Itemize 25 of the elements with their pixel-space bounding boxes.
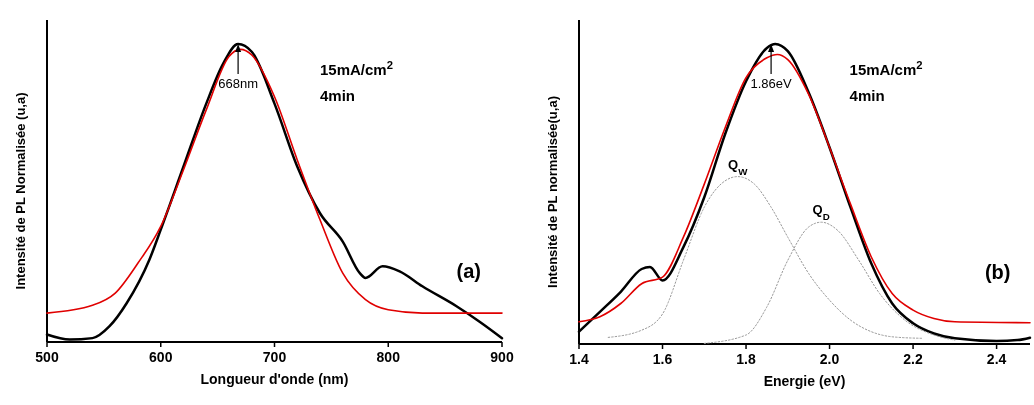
annotation: (b) xyxy=(984,261,1011,284)
x-tick-label: 900 xyxy=(490,349,514,365)
y-axis-title: Intensité de PL normalisée(u,a) xyxy=(545,96,560,288)
x-axis-title: Energie (eV) xyxy=(763,373,846,389)
series-label: Q$_{W}$ xyxy=(728,156,749,177)
x-tick-label: 600 xyxy=(149,349,173,365)
series-label: Q$_{D}$ xyxy=(812,202,830,222)
annotation: (a) xyxy=(456,259,481,282)
annotation: 15mA/cm$^{2}$ xyxy=(849,59,923,79)
x-tick-label: 2.2 xyxy=(903,351,924,367)
annotation: 668nm xyxy=(218,76,258,91)
y-axis-title: Intensité de PL Normalisée (u,a) xyxy=(13,92,28,290)
x-tick-label: 1.6 xyxy=(652,351,673,367)
x-tick-label: 800 xyxy=(376,349,401,365)
annotation: 4min xyxy=(320,86,356,104)
x-tick-label: 1.8 xyxy=(736,351,756,367)
x-tick-label: 2.4 xyxy=(986,351,1007,367)
annotation: 15mA/cm$^{2}$ xyxy=(320,58,393,78)
annotation: 1.86eV xyxy=(750,76,793,91)
x-tick-label: 2.0 xyxy=(819,351,840,367)
annotation: 4min xyxy=(849,87,885,104)
x-axis-title: Longueur d'onde (nm) xyxy=(200,371,349,387)
x-tick-label: 700 xyxy=(262,349,287,365)
x-tick-label: 500 xyxy=(35,349,59,365)
x-tick-label: 1.4 xyxy=(569,351,589,367)
